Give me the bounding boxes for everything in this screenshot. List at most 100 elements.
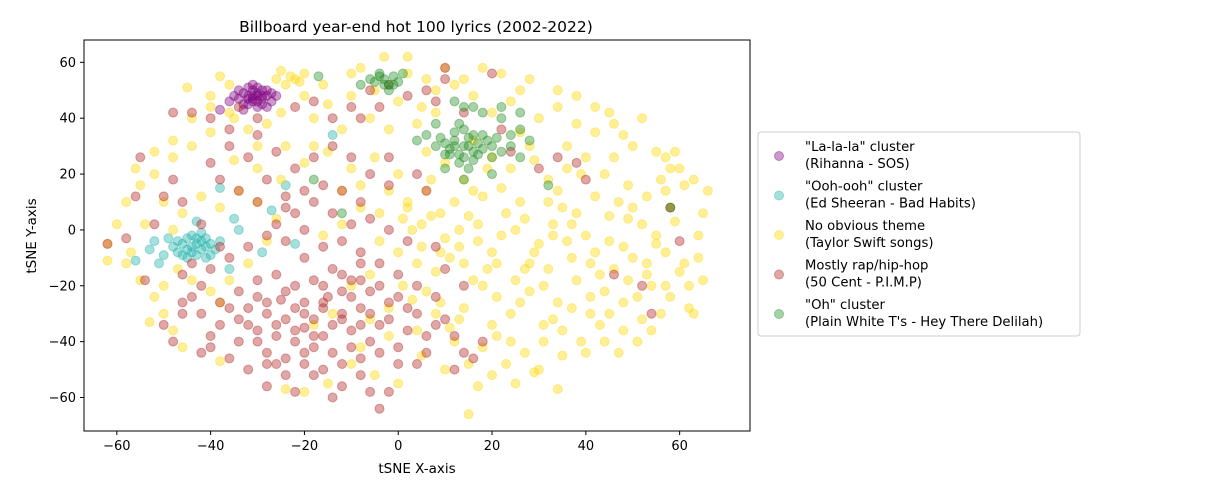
data-point [571, 275, 582, 286]
data-point [355, 275, 366, 286]
data-point [355, 247, 366, 258]
data-point [369, 76, 380, 87]
data-point [346, 291, 357, 302]
data-point [477, 130, 488, 140]
data-point [168, 174, 179, 185]
data-point [552, 185, 563, 196]
data-point [224, 79, 235, 90]
data-point [463, 163, 474, 174]
data-point [402, 303, 413, 314]
data-point [609, 269, 619, 280]
data-point [252, 90, 263, 101]
data-point [496, 68, 507, 79]
data-point [393, 96, 404, 107]
data-point [327, 130, 338, 140]
data-point [252, 102, 263, 112]
data-point [135, 275, 146, 286]
data-point [271, 319, 282, 330]
data-point [355, 197, 366, 207]
data-point [557, 325, 568, 336]
data-point [515, 124, 526, 135]
data-point [430, 85, 441, 96]
data-point [308, 342, 319, 353]
data-point [435, 132, 446, 143]
data-point [280, 353, 291, 364]
data-point [205, 250, 216, 261]
data-point [421, 331, 432, 341]
data-point [290, 238, 301, 249]
data-point [454, 149, 465, 160]
data-point [149, 169, 160, 180]
data-point [215, 104, 225, 115]
data-point [252, 96, 263, 107]
data-point [229, 213, 240, 224]
data-point [182, 252, 193, 263]
data-point [243, 99, 254, 110]
data-point [594, 269, 605, 280]
data-point [623, 213, 634, 224]
data-point [229, 90, 240, 101]
data-point [473, 138, 483, 149]
data-point [243, 152, 254, 163]
data-point [552, 297, 563, 308]
data-point [646, 325, 657, 336]
data-point [121, 233, 132, 244]
data-point [205, 90, 216, 101]
data-point [346, 325, 357, 336]
data-point [604, 236, 615, 247]
data-point [463, 132, 474, 143]
y-tick-label: −20 [49, 279, 76, 294]
data-point [416, 350, 427, 361]
data-point [412, 135, 422, 146]
data-point [154, 258, 164, 269]
data-point [158, 319, 169, 330]
data-point [379, 79, 390, 90]
data-point [454, 118, 465, 129]
data-point [510, 378, 521, 389]
x-tick-label: −40 [197, 439, 224, 454]
data-point [473, 149, 483, 160]
data-point [177, 197, 188, 207]
data-point [233, 224, 244, 235]
data-point [243, 82, 254, 93]
data-point [158, 191, 169, 202]
data-point [365, 169, 376, 180]
data-point [196, 244, 207, 255]
data-point [215, 241, 225, 252]
data-point [566, 252, 577, 263]
data-point [224, 264, 235, 274]
data-point [205, 113, 216, 124]
data-point [524, 135, 535, 146]
data-point [215, 297, 225, 308]
data-point [684, 280, 694, 291]
data-point [609, 118, 619, 129]
data-point [318, 303, 329, 314]
data-point [243, 93, 254, 104]
data-point [186, 230, 197, 241]
data-point [261, 359, 272, 369]
data-point [168, 336, 179, 347]
data-point [458, 347, 469, 358]
data-point [590, 191, 601, 202]
data-point [271, 90, 282, 101]
data-point [468, 353, 479, 364]
data-point [548, 219, 558, 230]
data-point [243, 319, 254, 330]
data-point [215, 356, 225, 367]
data-point [374, 319, 385, 330]
data-point [562, 141, 573, 152]
data-point [557, 350, 568, 361]
data-point [468, 146, 479, 157]
data-point [496, 230, 507, 241]
data-point [233, 93, 244, 104]
data-point [402, 197, 413, 207]
data-point [200, 252, 211, 263]
data-point [510, 224, 521, 235]
data-point [280, 286, 291, 297]
data-point [487, 141, 497, 152]
data-point [210, 244, 221, 255]
data-point [505, 163, 516, 174]
data-point [430, 291, 441, 302]
data-point [670, 216, 680, 227]
data-point [233, 85, 244, 96]
